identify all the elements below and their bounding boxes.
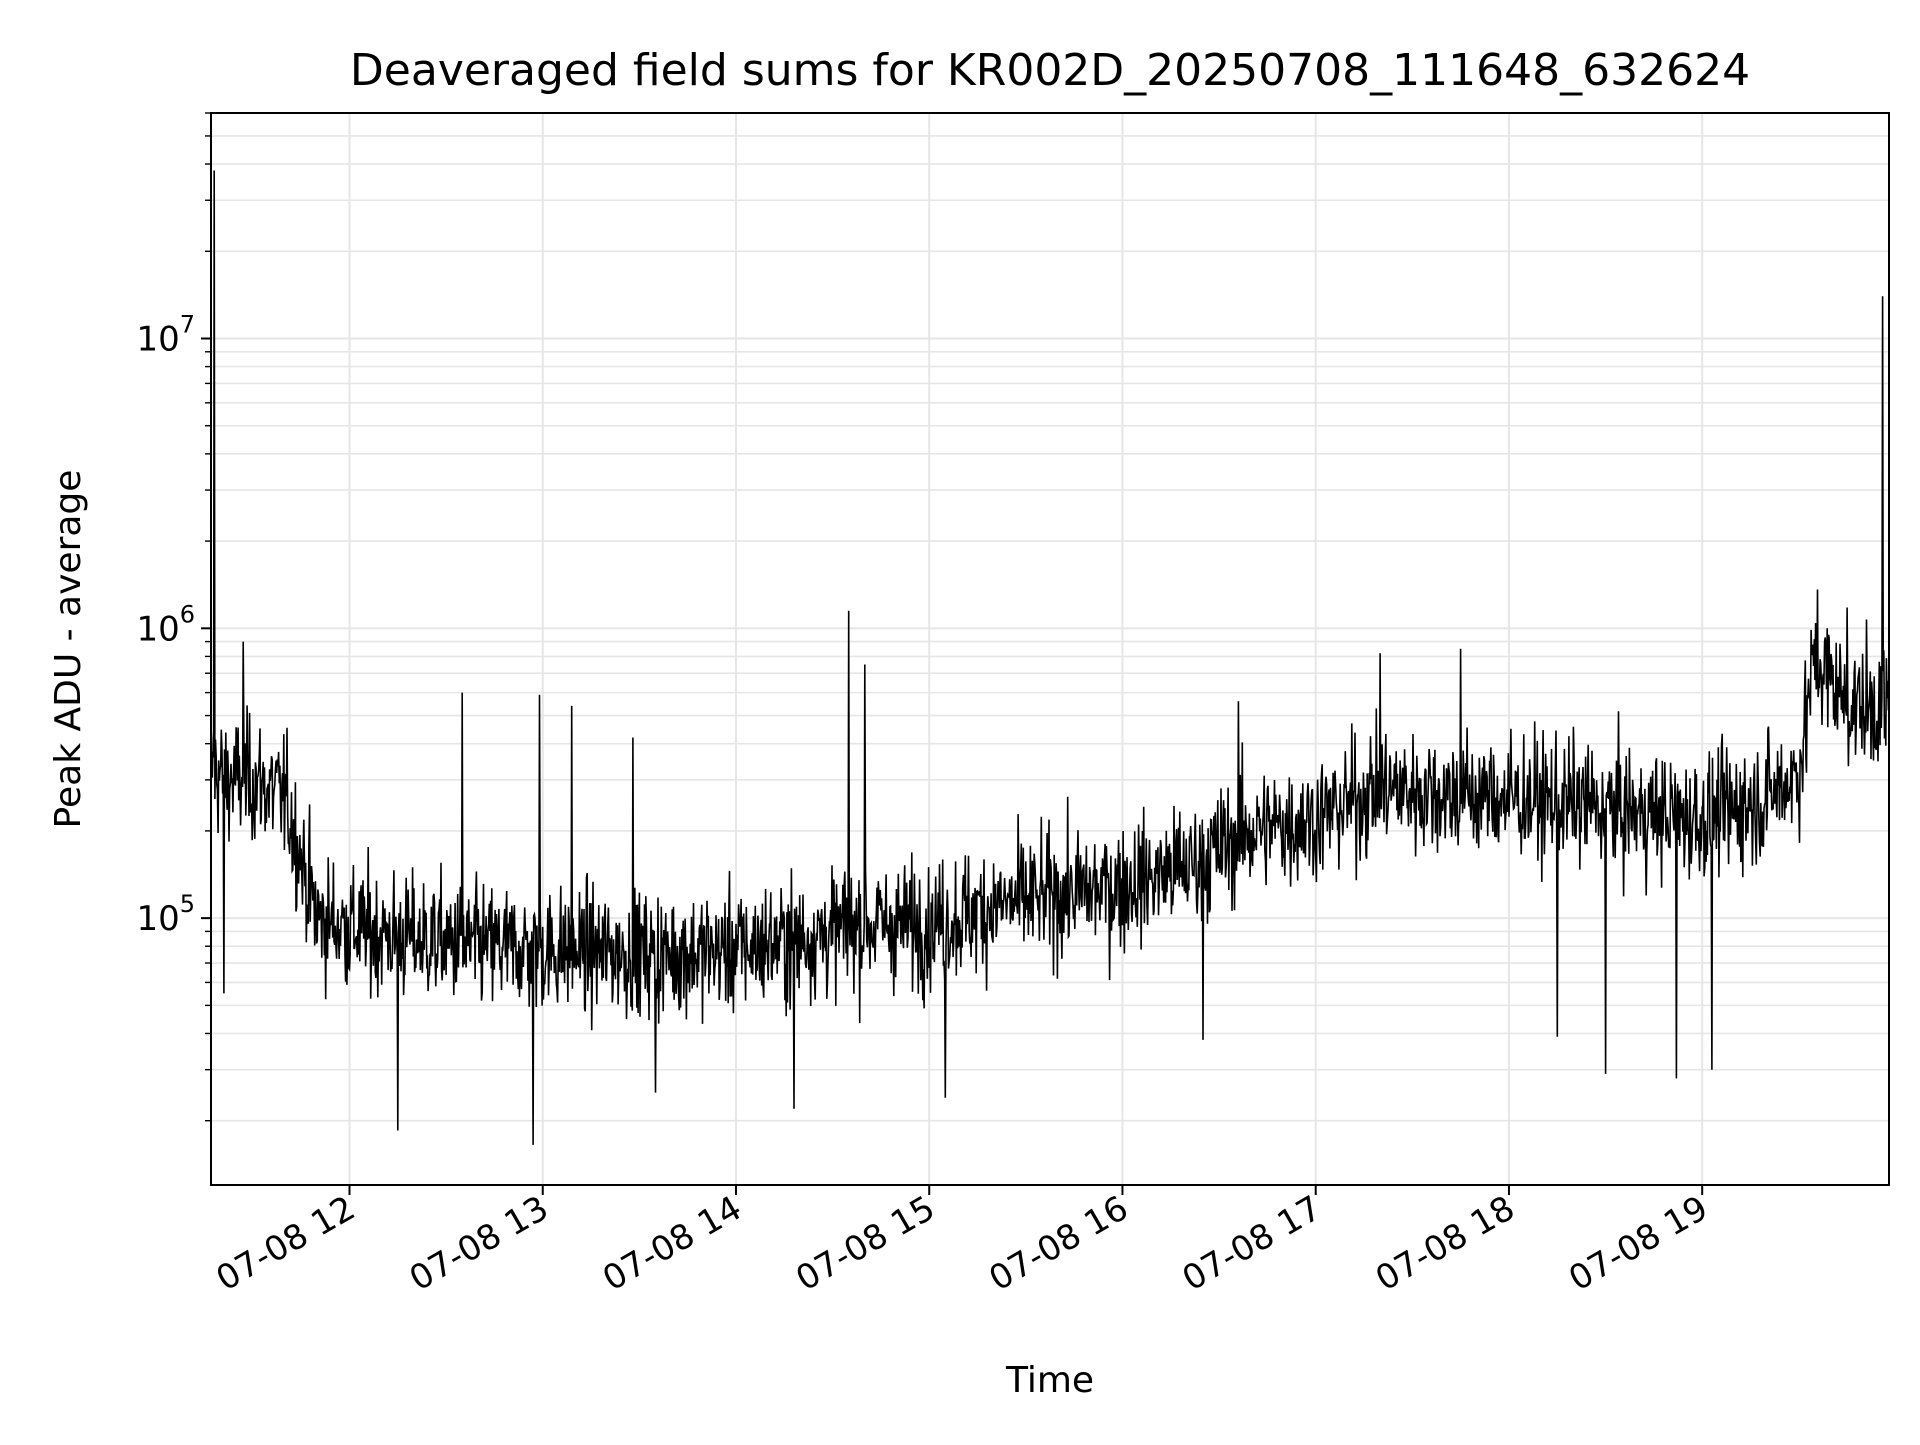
plot-frame xyxy=(210,112,1890,1186)
y-tick-label: 107 xyxy=(136,311,195,360)
y-tick-label: 106 xyxy=(136,600,195,649)
x-axis-label: Time xyxy=(1005,1360,1094,1401)
chart-title: Deaveraged field sums for KR002D_2025070… xyxy=(350,45,1750,96)
series-line xyxy=(210,170,1890,1145)
y-axis-label: Peak ADU - average xyxy=(48,470,89,829)
y-tick-label: 105 xyxy=(136,890,195,939)
series-layer xyxy=(210,170,1890,1145)
